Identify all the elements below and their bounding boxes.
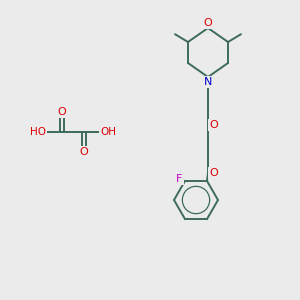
Text: O: O	[80, 147, 88, 157]
Text: O: O	[210, 120, 218, 130]
Text: OH: OH	[100, 127, 116, 137]
Text: N: N	[204, 77, 212, 87]
Text: HO: HO	[30, 127, 46, 137]
Text: O: O	[58, 107, 66, 117]
Text: O: O	[210, 168, 218, 178]
Text: O: O	[204, 18, 212, 28]
Text: F: F	[176, 174, 182, 184]
